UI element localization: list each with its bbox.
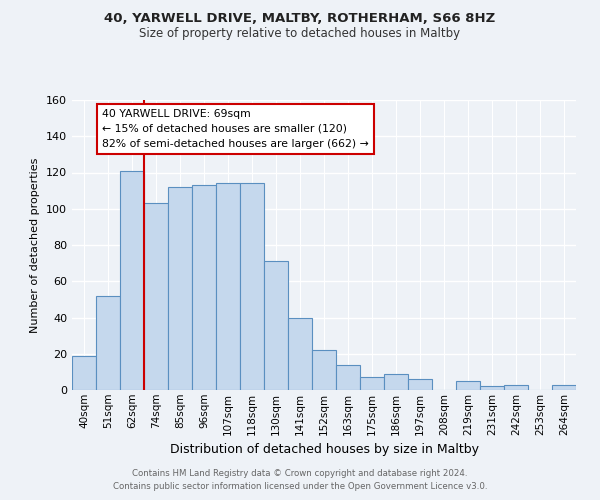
Bar xyxy=(360,378,384,390)
Bar xyxy=(96,296,120,390)
Bar xyxy=(336,364,360,390)
X-axis label: Distribution of detached houses by size in Maltby: Distribution of detached houses by size … xyxy=(170,443,479,456)
Bar xyxy=(408,379,432,390)
Text: 40, YARWELL DRIVE, MALTBY, ROTHERHAM, S66 8HZ: 40, YARWELL DRIVE, MALTBY, ROTHERHAM, S6… xyxy=(104,12,496,26)
Bar xyxy=(456,381,480,390)
Bar xyxy=(480,386,504,390)
Text: 40 YARWELL DRIVE: 69sqm
← 15% of detached houses are smaller (120)
82% of semi-d: 40 YARWELL DRIVE: 69sqm ← 15% of detache… xyxy=(102,109,369,148)
Bar xyxy=(288,318,312,390)
Text: Size of property relative to detached houses in Maltby: Size of property relative to detached ho… xyxy=(139,28,461,40)
Bar xyxy=(384,374,408,390)
Y-axis label: Number of detached properties: Number of detached properties xyxy=(31,158,40,332)
Bar xyxy=(312,350,336,390)
Bar xyxy=(192,185,216,390)
Bar xyxy=(552,384,576,390)
Bar xyxy=(168,187,192,390)
Bar xyxy=(72,356,96,390)
Bar xyxy=(240,184,264,390)
Bar xyxy=(216,184,240,390)
Text: Contains HM Land Registry data © Crown copyright and database right 2024.: Contains HM Land Registry data © Crown c… xyxy=(132,468,468,477)
Bar xyxy=(264,262,288,390)
Bar xyxy=(144,204,168,390)
Bar xyxy=(120,170,144,390)
Bar xyxy=(504,384,528,390)
Text: Contains public sector information licensed under the Open Government Licence v3: Contains public sector information licen… xyxy=(113,482,487,491)
